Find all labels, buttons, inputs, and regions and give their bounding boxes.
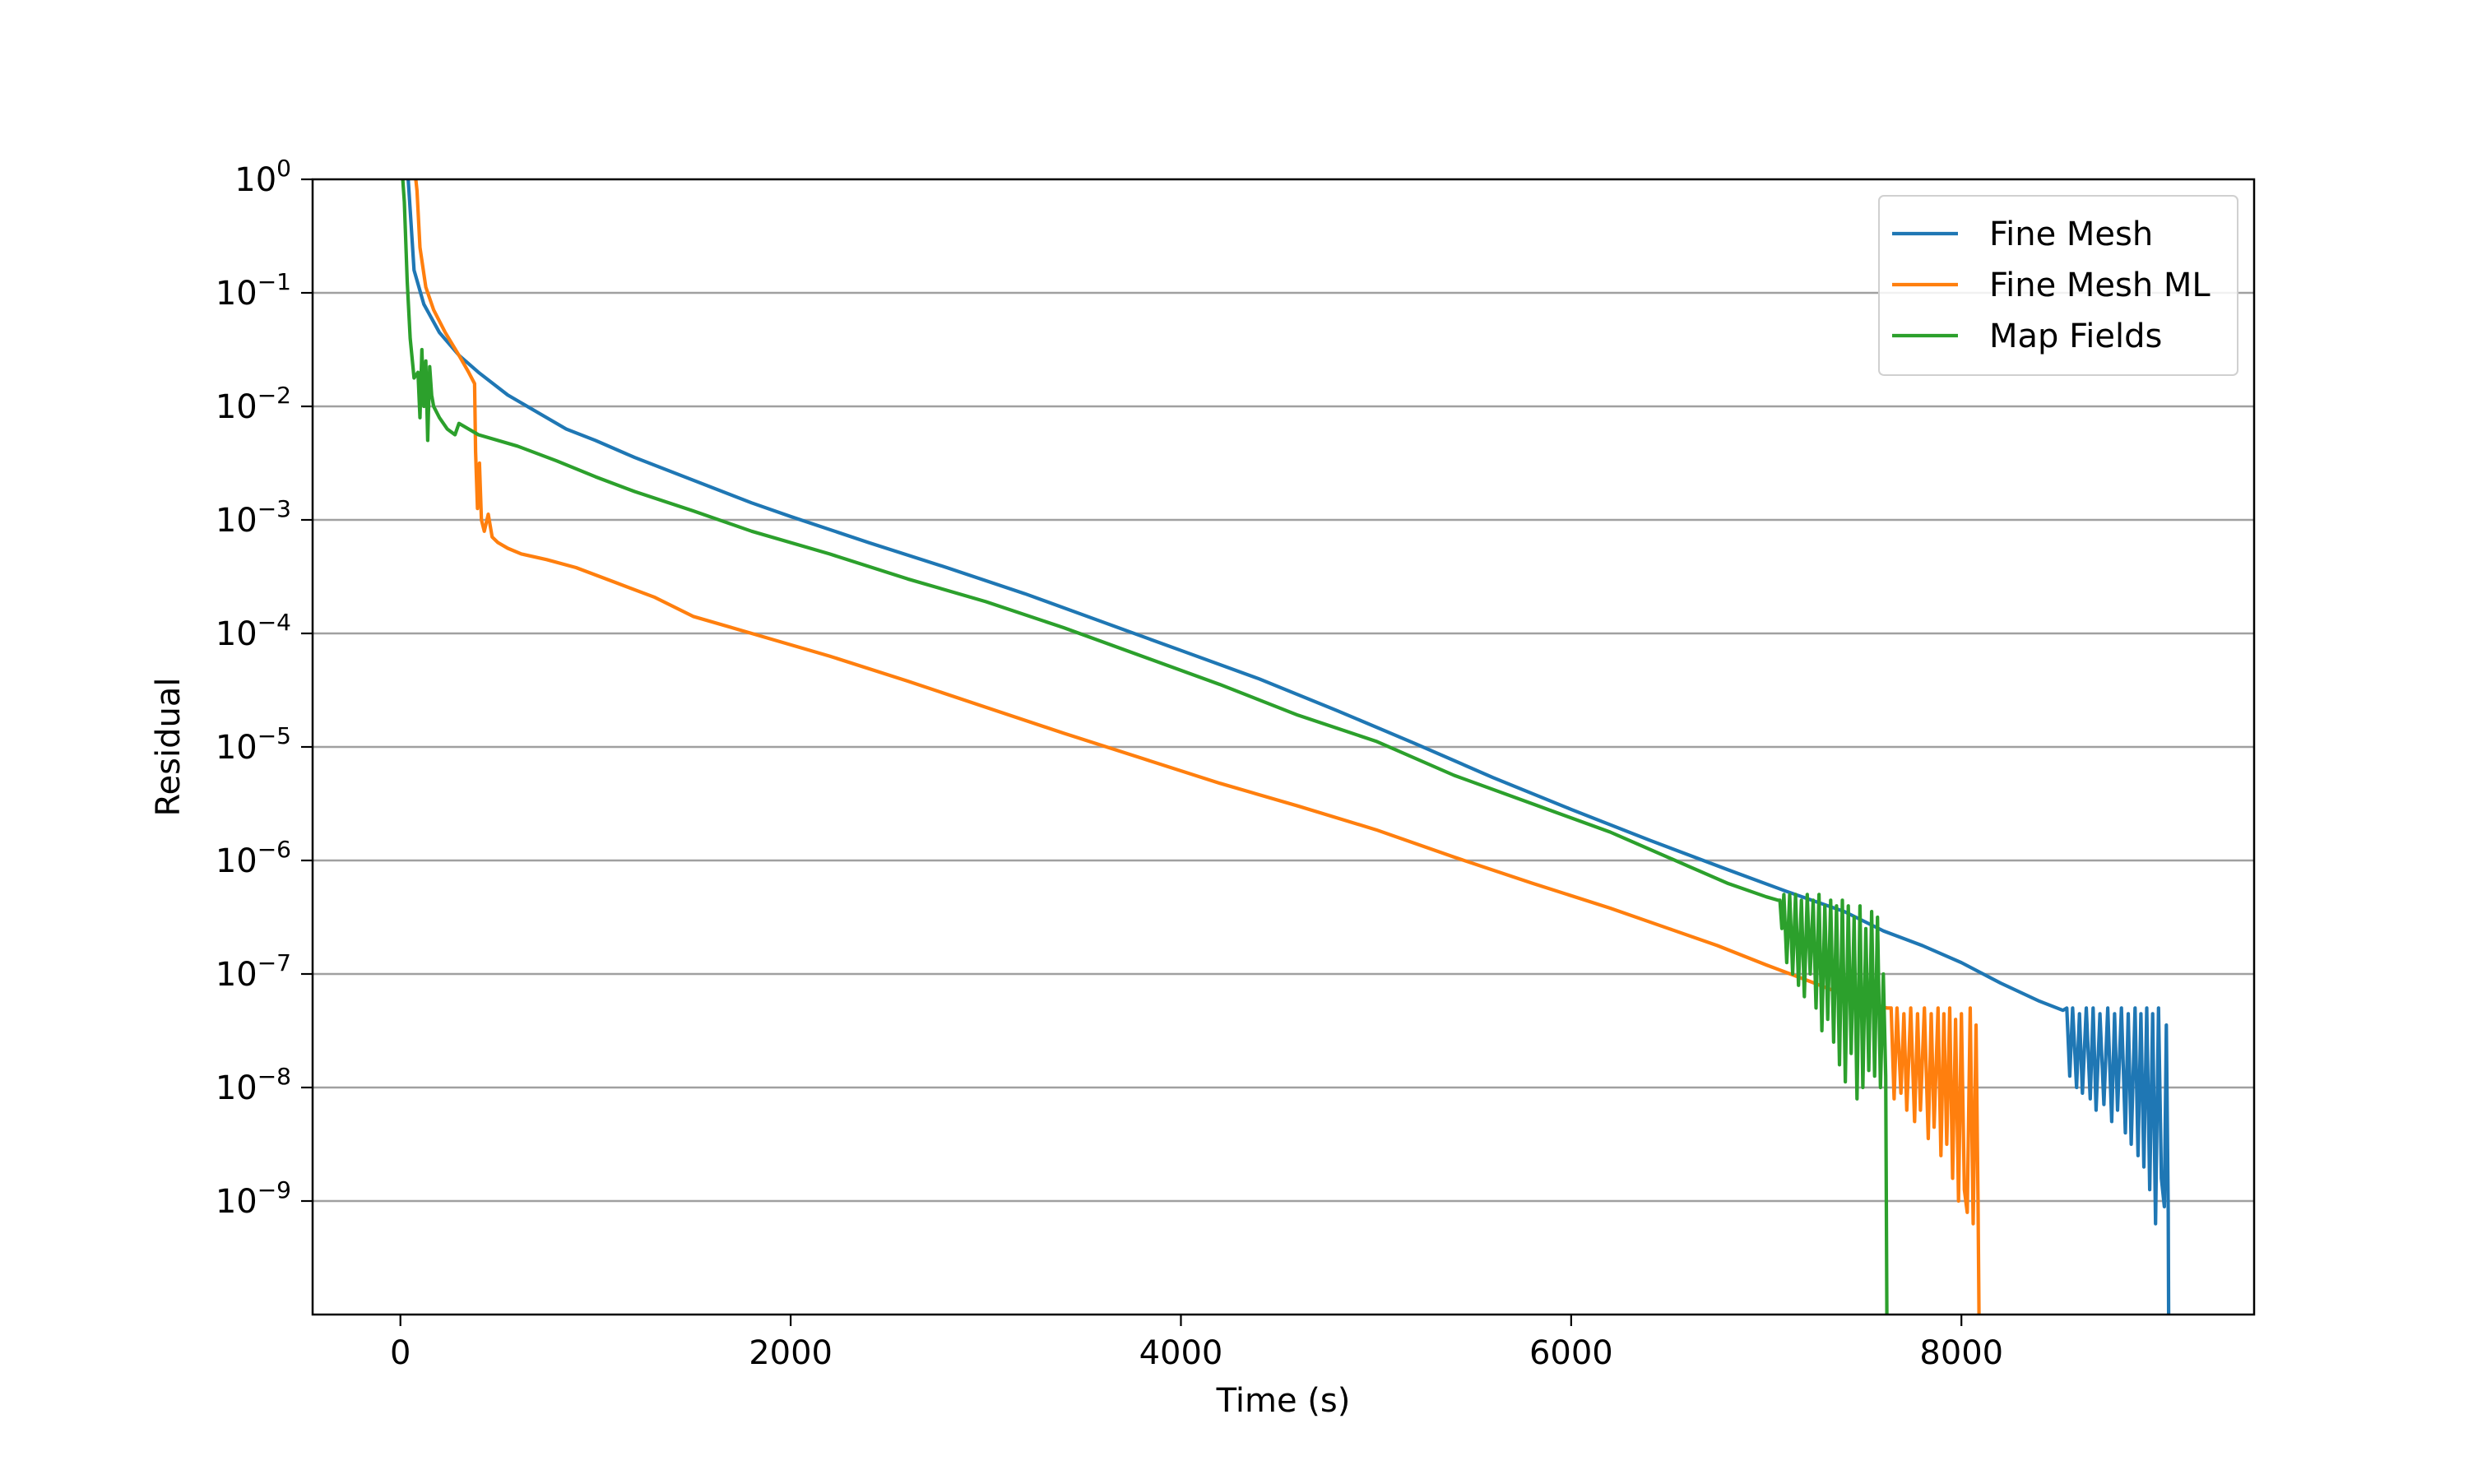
legend-label-fine-mesh-ml: Fine Mesh ML: [1989, 267, 2211, 304]
y-tick-label: 10−2: [216, 382, 291, 426]
series-line-fine-mesh-ml: [414, 179, 1981, 1315]
y-tick-label: 10−5: [216, 722, 291, 767]
legend-label-fine-mesh: Fine Mesh: [1989, 216, 2153, 253]
y-tick-label: 10−9: [216, 1176, 291, 1221]
x-tick-label: 4000: [1139, 1334, 1223, 1372]
x-tick-label: 0: [390, 1334, 411, 1372]
y-tick-label: 10−1: [216, 268, 291, 313]
x-tick-label: 6000: [1529, 1334, 1613, 1372]
x-axis-label: Time (s): [1216, 1382, 1351, 1420]
y-tick-label: 10−7: [216, 949, 291, 994]
legend-label-map-fields: Map Fields: [1989, 318, 2162, 355]
y-tick-label: 10−4: [216, 609, 291, 653]
y-tick-label: 100: [234, 155, 291, 199]
x-tick-label: 2000: [749, 1334, 833, 1372]
legend-box: [1878, 195, 2238, 376]
y-axis-label: Residual: [150, 678, 188, 817]
x-tick-label: 8000: [1919, 1334, 2003, 1372]
y-tick-label: 10−6: [216, 836, 291, 880]
series-line-fine-mesh: [406, 179, 2171, 1315]
legend: Fine Mesh Fine Mesh ML Map Fields: [1878, 195, 2238, 376]
series-line-map-fields: [401, 179, 1889, 1315]
y-tick-label: 10−8: [216, 1063, 291, 1107]
y-tick-label: 10−3: [216, 495, 291, 540]
